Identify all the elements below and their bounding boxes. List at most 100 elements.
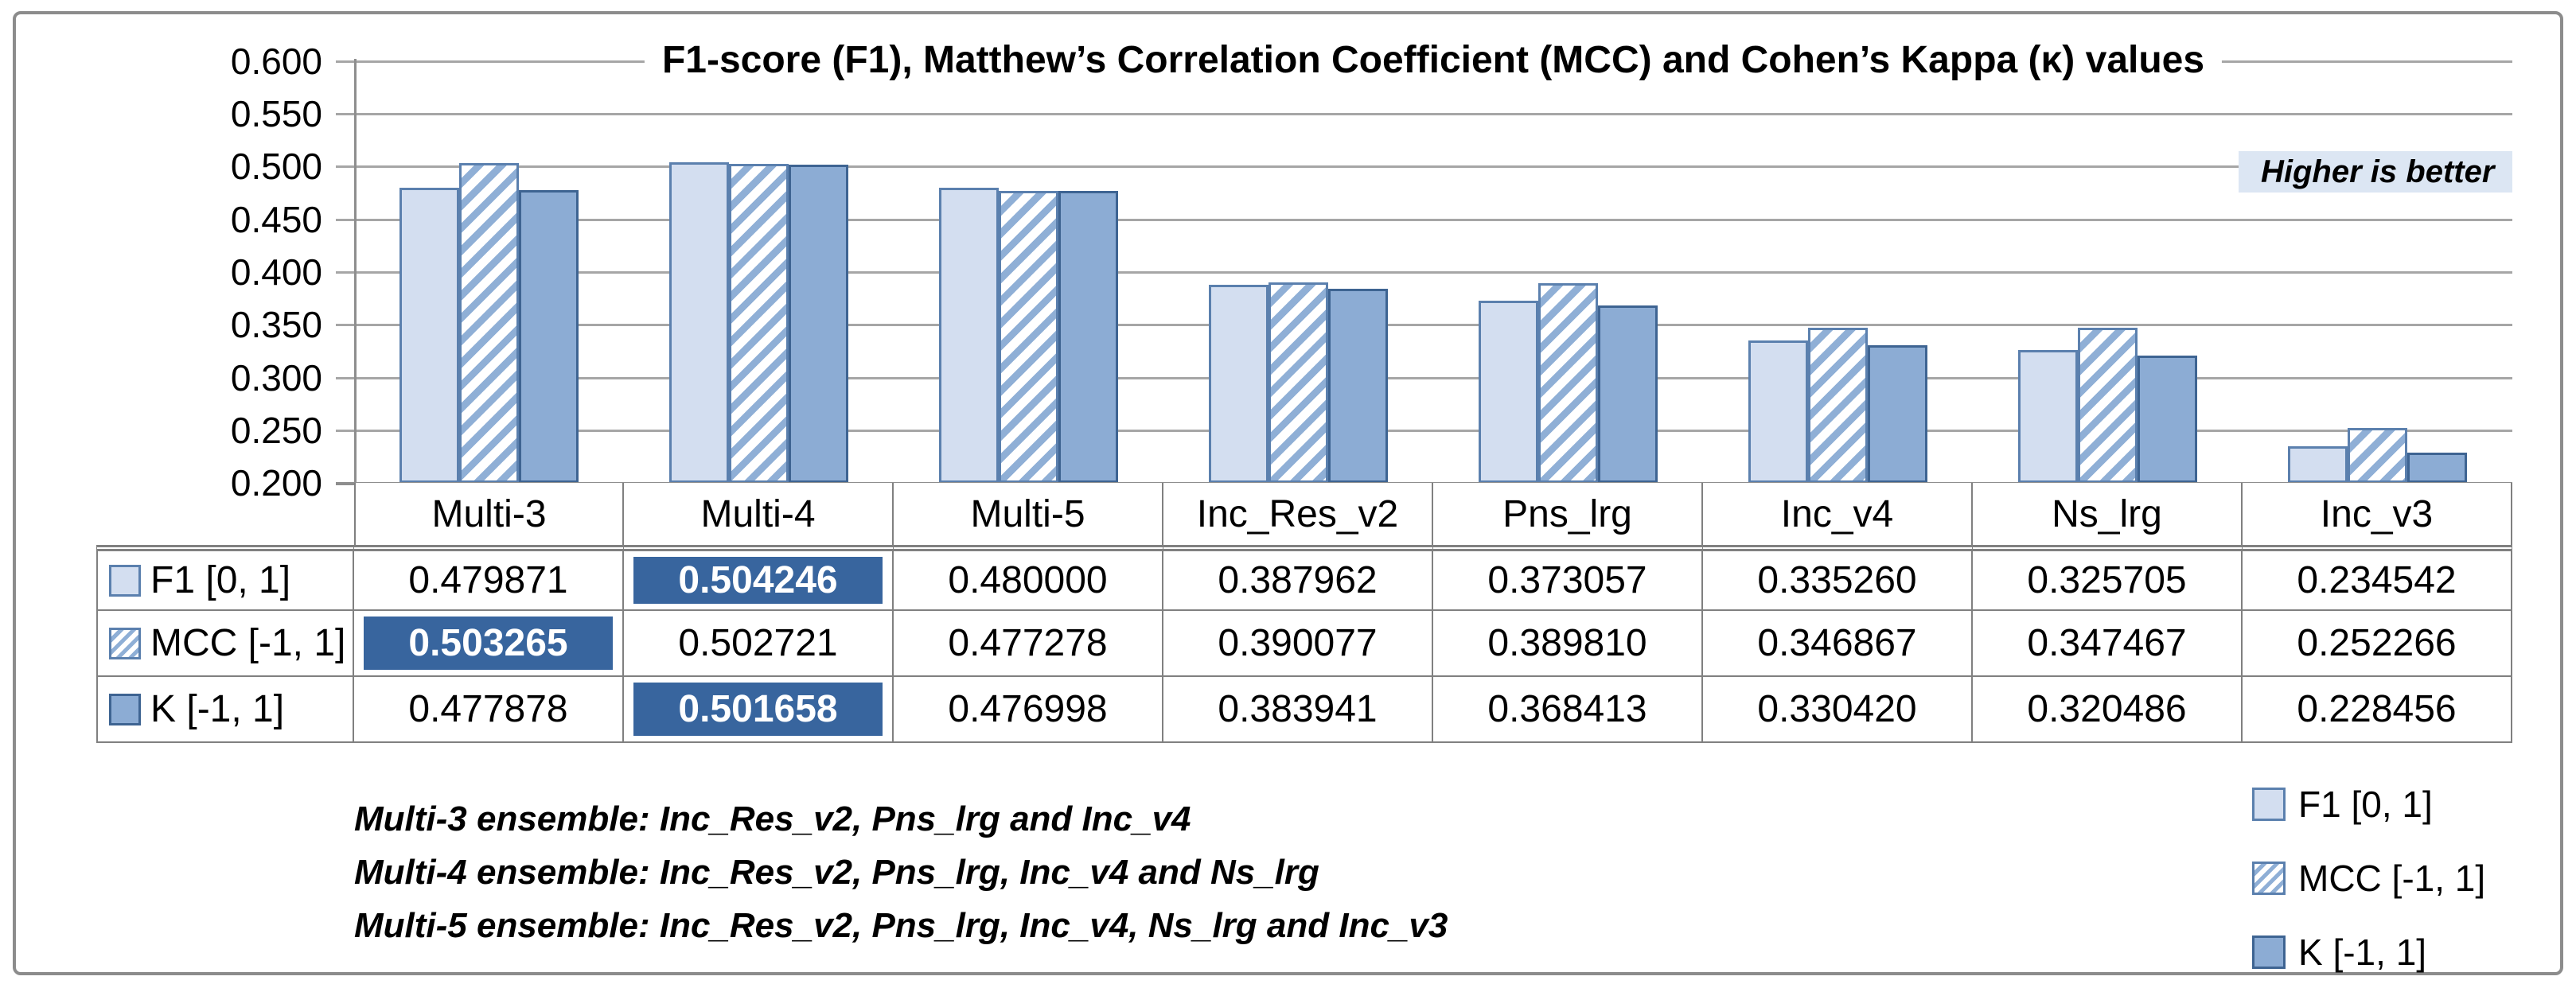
bar-multi-5-k xyxy=(1058,191,1118,483)
y-axis-tick-label: 0.400 xyxy=(230,251,322,293)
cell-pns-lrg-f1: 0.373057 xyxy=(1433,545,1703,611)
cell-multi-3-mcc: 0.503265 xyxy=(354,611,624,677)
cell-inc-v4-mcc: 0.346867 xyxy=(1703,611,1973,677)
bar-pns-lrg-k xyxy=(1598,305,1658,483)
bar-inc-v3-k xyxy=(2407,453,2467,483)
bar-multi-3-mcc xyxy=(459,163,519,492)
y-axis-tick-label: 0.250 xyxy=(230,410,322,451)
cell-inc-res-v2-k: 0.383941 xyxy=(1163,677,1433,743)
bar-inc-res-v2-mcc xyxy=(1269,282,1328,492)
col-header-multi-3: Multi-3 xyxy=(354,483,624,545)
bar-inc-res-v2-k xyxy=(1328,289,1388,483)
y-axis-tick-label: 0.500 xyxy=(230,146,322,187)
cell-pns-lrg-mcc: 0.389810 xyxy=(1433,611,1703,677)
series-swatch-icon xyxy=(109,693,141,725)
bar-ns-lrg-f1 xyxy=(2018,350,2078,483)
gridline xyxy=(336,219,2512,221)
bar-inc-res-v2-f1 xyxy=(1209,285,1269,483)
series-label: F1 [0, 1] xyxy=(150,559,291,601)
bar-pns-lrg-mcc xyxy=(1538,283,1598,492)
legend-label: F1 [0, 1] xyxy=(2298,784,2433,825)
row-header-f1: F1 [0, 1] xyxy=(96,545,354,611)
cell-multi-3-k: 0.477878 xyxy=(354,677,624,743)
cell-pns-lrg-k: 0.368413 xyxy=(1433,677,1703,743)
bar-inc-v4-f1 xyxy=(1748,340,1808,483)
table-corner-cell xyxy=(96,483,354,545)
y-axis-tick-label: 0.450 xyxy=(230,199,322,240)
row-header-mcc: MCC [-1, 1] xyxy=(96,611,354,677)
cell-inc-res-v2-mcc: 0.390077 xyxy=(1163,611,1433,677)
legend-swatch-icon xyxy=(2252,935,2286,969)
series-swatch-icon xyxy=(109,564,141,597)
y-axis-tick-label: 0.600 xyxy=(230,41,322,82)
bar-multi-4-f1 xyxy=(669,162,729,483)
y-axis-tick-label: 0.550 xyxy=(230,93,322,134)
cell-inc-v3-k: 0.228456 xyxy=(2243,677,2512,743)
series-label: K [-1, 1] xyxy=(150,688,285,730)
cell-inc-v4-f1: 0.335260 xyxy=(1703,545,1973,611)
highlighted-value: 0.501658 xyxy=(633,683,883,736)
cell-ns-lrg-k: 0.320486 xyxy=(1973,677,2243,743)
bar-ns-lrg-k xyxy=(2138,356,2197,483)
legend-item-f1: F1 [0, 1] xyxy=(2252,784,2433,825)
gridline xyxy=(336,113,2512,115)
cell-multi-5-k: 0.476998 xyxy=(894,677,1163,743)
ensemble-footnotes: Multi-3 ensemble: Inc_Res_v2, Pns_lrg an… xyxy=(354,792,1448,952)
legend-item-mcc: MCC [-1, 1] xyxy=(2252,858,2486,899)
cell-multi-5-f1: 0.480000 xyxy=(894,545,1163,611)
bar-multi-4-mcc xyxy=(729,164,789,492)
cell-multi-4-f1: 0.504246 xyxy=(624,545,894,611)
col-header-multi-5: Multi-5 xyxy=(894,483,1163,545)
chart-title: F1-score (F1), Matthew’s Correlation Coe… xyxy=(644,38,2223,82)
gridline xyxy=(336,324,2512,326)
cell-ns-lrg-mcc: 0.347467 xyxy=(1973,611,2243,677)
cell-multi-3-f1: 0.479871 xyxy=(354,545,624,611)
series-swatch-icon xyxy=(109,627,141,659)
gridline xyxy=(336,271,2512,274)
footnote-line: Multi-5 ensemble: Inc_Res_v2, Pns_lrg, I… xyxy=(354,906,1448,945)
col-header-inc-res-v2: Inc_Res_v2 xyxy=(1163,483,1433,545)
legend-item-k: K [-1, 1] xyxy=(2252,932,2427,973)
footnote-line: Multi-3 ensemble: Inc_Res_v2, Pns_lrg an… xyxy=(354,799,1191,838)
legend-swatch-icon xyxy=(2252,788,2286,821)
cell-inc-v3-mcc: 0.252266 xyxy=(2243,611,2512,677)
legend-swatch-icon xyxy=(2252,862,2286,895)
bar-inc-v4-mcc xyxy=(1808,328,1868,492)
bar-ns-lrg-mcc xyxy=(2078,328,2138,492)
series-label: MCC [-1, 1] xyxy=(150,622,346,664)
bar-multi-4-k xyxy=(789,165,848,483)
row-header-k: K [-1, 1] xyxy=(96,677,354,743)
footnote-line: Multi-4 ensemble: Inc_Res_v2, Pns_lrg, I… xyxy=(354,853,1319,892)
y-axis-tick-label: 0.300 xyxy=(230,357,322,399)
higher-is-better-badge: Higher is better xyxy=(2239,151,2512,193)
bar-multi-3-k xyxy=(519,190,579,483)
col-header-ns-lrg: Ns_lrg xyxy=(1973,483,2243,545)
data-table: Multi-3 Multi-4 Multi-5 Inc_Res_v2 Pns_lrg In… xyxy=(96,483,2512,743)
bar-inc-v3-f1 xyxy=(2288,446,2348,483)
legend-label: K [-1, 1] xyxy=(2298,932,2427,973)
y-axis-tick-label: 0.350 xyxy=(230,304,322,345)
highlighted-value: 0.504246 xyxy=(633,557,883,604)
legend-label: MCC [-1, 1] xyxy=(2298,858,2486,899)
cell-ns-lrg-f1: 0.325705 xyxy=(1973,545,2243,611)
gridline xyxy=(336,377,2512,379)
y-axis-line xyxy=(354,59,357,486)
bar-pns-lrg-f1 xyxy=(1479,301,1538,483)
y-axis-tick-label: 0.200 xyxy=(230,462,322,504)
col-header-inc-v3: Inc_v3 xyxy=(2243,483,2512,545)
cell-inc-v4-k: 0.330420 xyxy=(1703,677,1973,743)
cell-multi-5-mcc: 0.477278 xyxy=(894,611,1163,677)
figure-frame: F1-score (F1), Matthew’s Correlation Coe… xyxy=(13,11,2563,975)
bar-multi-5-mcc xyxy=(999,191,1058,492)
cell-multi-4-k: 0.501658 xyxy=(624,677,894,743)
cell-inc-v3-f1: 0.234542 xyxy=(2243,545,2512,611)
col-header-inc-v4: Inc_v4 xyxy=(1703,483,1973,545)
highlighted-value: 0.503265 xyxy=(364,617,613,670)
cell-multi-4-mcc: 0.502721 xyxy=(624,611,894,677)
gridline xyxy=(336,430,2512,432)
col-header-pns-lrg: Pns_lrg xyxy=(1433,483,1703,545)
bar-inc-v3-mcc xyxy=(2348,428,2407,492)
col-header-multi-4: Multi-4 xyxy=(624,483,894,545)
bar-multi-3-f1 xyxy=(399,188,459,483)
gridline xyxy=(336,165,2512,168)
